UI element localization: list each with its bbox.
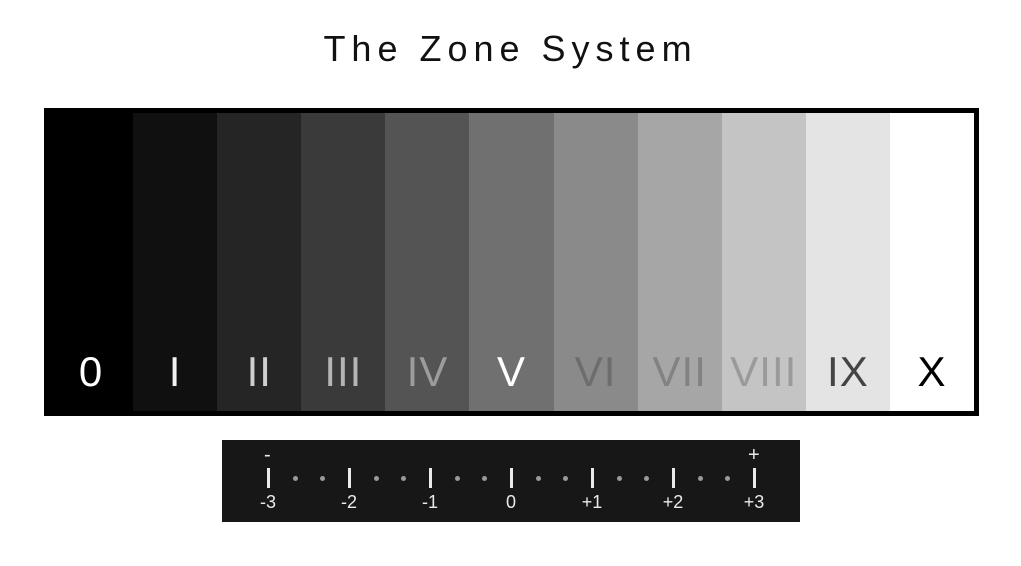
tick-label: +1: [582, 492, 603, 513]
zone-label-10: X: [917, 351, 946, 393]
minor-tick: [617, 476, 622, 481]
tick-label: -3: [260, 492, 276, 513]
zone-1: I: [133, 113, 217, 411]
minor-tick: [320, 476, 325, 481]
minor-tick: [374, 476, 379, 481]
major-tick: [591, 468, 594, 488]
page-title: The Zone System: [0, 28, 1021, 70]
zone-0: 0: [49, 113, 133, 411]
minus-sign: -: [264, 444, 271, 467]
major-tick: [510, 468, 513, 488]
minor-tick: [698, 476, 703, 481]
zone-label-4: IV: [407, 351, 449, 393]
major-tick: [753, 468, 756, 488]
minor-tick: [725, 476, 730, 481]
zone-9: IX: [806, 113, 890, 411]
major-tick: [429, 468, 432, 488]
major-tick: [267, 468, 270, 488]
zone-2: II: [217, 113, 301, 411]
zone-label-8: VIII: [730, 351, 797, 393]
exposure-scale: - + -3 -2 -1 0 +1 +2 +3: [222, 440, 800, 522]
minor-tick: [563, 476, 568, 481]
zone-10: X: [890, 113, 974, 411]
plus-sign: +: [748, 444, 760, 467]
zone-6: VI: [554, 113, 638, 411]
zone-label-5: V: [497, 351, 526, 393]
major-tick: [348, 468, 351, 488]
zone-3: III: [301, 113, 385, 411]
zone-8: VIII: [722, 113, 806, 411]
tick-label: +3: [744, 492, 765, 513]
zone-label-6: VI: [575, 351, 617, 393]
minor-tick: [482, 476, 487, 481]
zone-label-7: VII: [653, 351, 707, 393]
zone-7: VII: [638, 113, 722, 411]
tick-label: -1: [422, 492, 438, 513]
tick-label: -2: [341, 492, 357, 513]
zone-strip: 0IIIIIIIVVVIVIIVIIIIXX: [44, 108, 979, 416]
minor-tick: [293, 476, 298, 481]
zone-label-3: III: [324, 351, 362, 393]
minor-tick: [536, 476, 541, 481]
exposure-scale-inner: - + -3 -2 -1 0 +1 +2 +3: [222, 440, 800, 522]
zone-4: IV: [385, 113, 469, 411]
zone-label-9: IX: [827, 351, 869, 393]
minor-tick: [401, 476, 406, 481]
zone-label-1: I: [169, 351, 182, 393]
minor-tick: [455, 476, 460, 481]
minor-tick: [644, 476, 649, 481]
zone-label-0: 0: [79, 351, 103, 393]
tick-label: 0: [506, 492, 516, 513]
zone-5: V: [469, 113, 553, 411]
zone-label-2: II: [247, 351, 272, 393]
tick-label: +2: [663, 492, 684, 513]
zone-system-figure: The Zone System 0IIIIIIIVVVIVIIVIIIIXX -…: [0, 0, 1021, 566]
major-tick: [672, 468, 675, 488]
